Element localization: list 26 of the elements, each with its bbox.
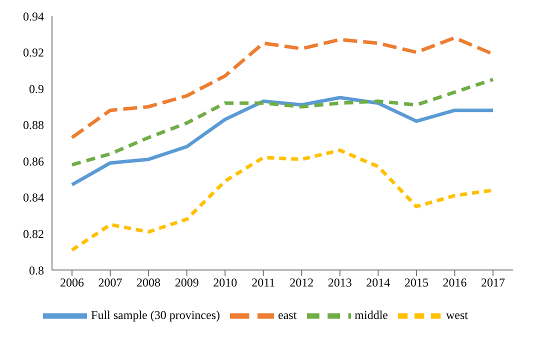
x-tick-label: 2008 (136, 276, 161, 290)
y-tick-label: 0.94 (23, 9, 44, 24)
x-tick-label: 2017 (481, 276, 505, 290)
line-series (70, 96, 495, 186)
x-tick-label: 2015 (404, 276, 428, 290)
y-tick-label: 0.92 (23, 46, 44, 60)
y-tick-label: 0.8 (29, 263, 44, 278)
x-tick-label: 2016 (442, 276, 467, 290)
y-tick-label: 0.88 (23, 118, 44, 132)
legend-label: Full sample (30 provinces) (91, 308, 220, 322)
x-tick-label: 2011 (252, 276, 276, 290)
x-tick-label: 2006 (60, 276, 84, 290)
x-tick-label: 2013 (328, 276, 352, 290)
legend-label: west (446, 308, 468, 322)
x-tick-label: 2014 (366, 276, 390, 290)
x-tick-label: 2010 (213, 276, 238, 290)
y-tick-label: 0.82 (23, 226, 44, 241)
y-tick-label: 0.86 (23, 154, 44, 168)
line-series (70, 78, 495, 167)
y-tick-label: 0.84 (23, 190, 44, 205)
legend-label: east (278, 308, 297, 322)
x-tick-label: 2009 (174, 276, 199, 290)
legend-label: middle (354, 308, 388, 322)
x-tick-label: 2012 (290, 276, 314, 290)
y-tick-label: 0.9 (29, 82, 44, 96)
x-tick-label: 2007 (98, 276, 122, 290)
